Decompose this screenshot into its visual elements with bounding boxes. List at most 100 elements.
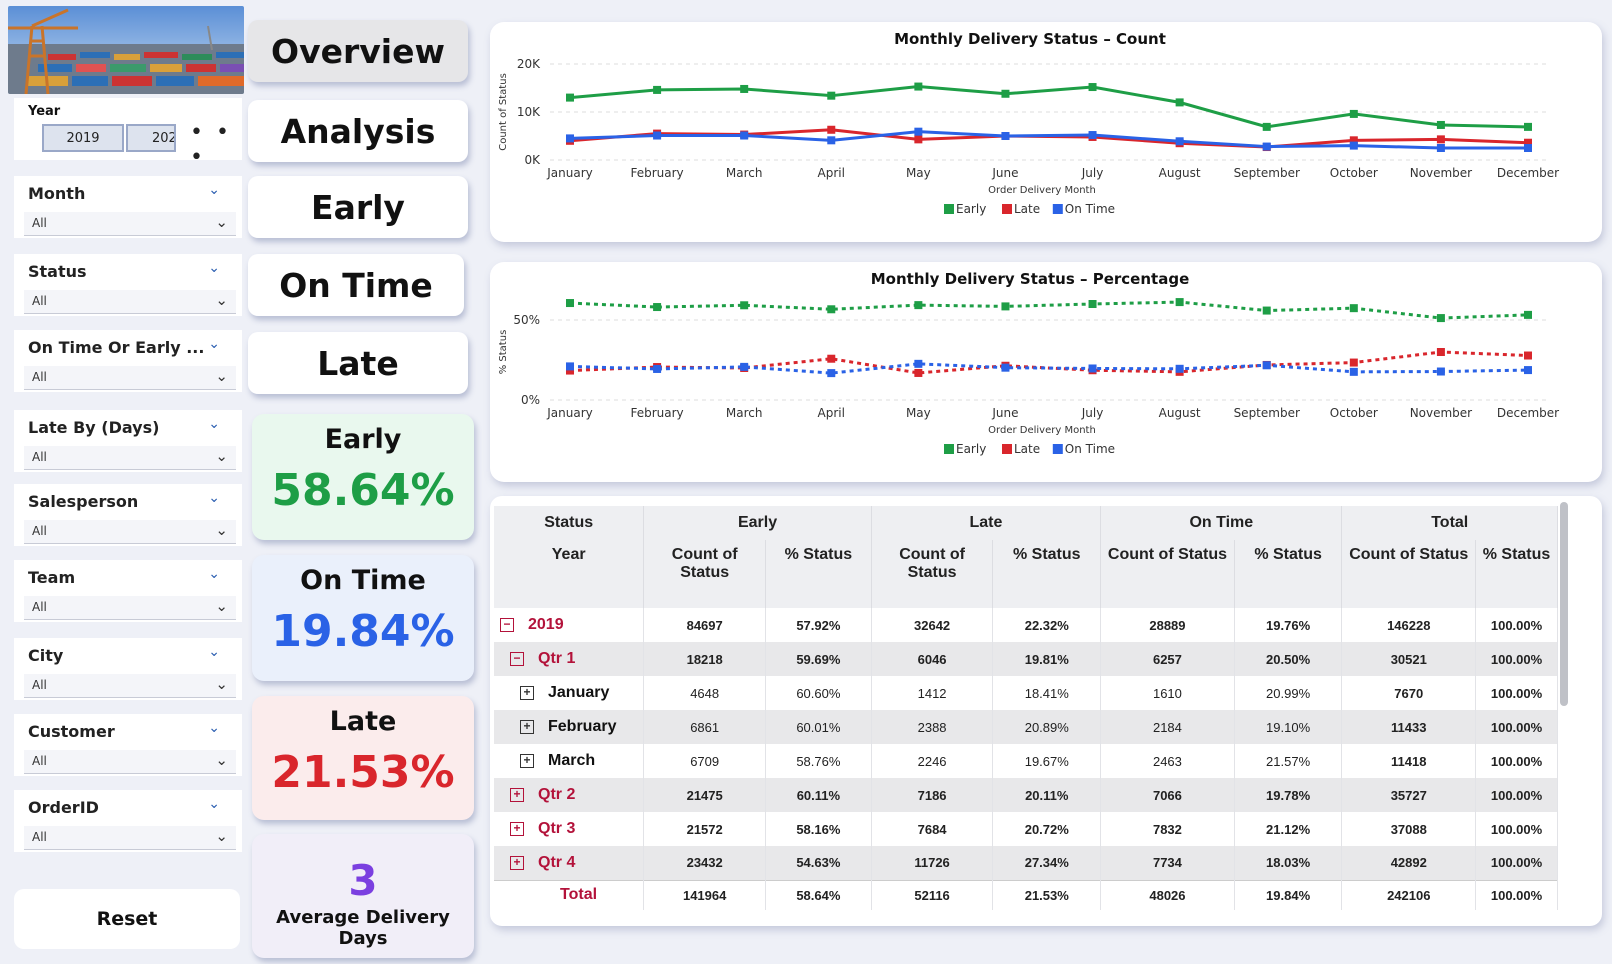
table-row[interactable]: − Qtr 1 18218 59.69% 6046 19.81% 6257 20.50% 305… — [494, 642, 1558, 676]
table-row[interactable]: + Qtr 2 21475 60.11% 7186 20.11% 7066 19.78% 357… — [494, 778, 1558, 812]
sub-header[interactable]: Count of Status — [871, 540, 994, 608]
table-row[interactable]: + Qtr 4 23432 54.63% 11726 27.34% 7734 18.03% 42… — [494, 846, 1558, 880]
chevron-down-icon[interactable]: ⌄ — [208, 566, 220, 582]
col-header-early[interactable]: Early — [643, 506, 872, 540]
sub-header[interactable]: % Status — [1234, 540, 1343, 608]
legend-swatch — [1052, 204, 1063, 214]
chevron-down-icon[interactable]: ⌄ — [208, 416, 220, 432]
slicer-dropdown[interactable]: All ⌄ — [24, 366, 236, 390]
sub-header[interactable]: Count of Status — [1100, 540, 1235, 608]
col-header-late[interactable]: Late — [871, 506, 1102, 540]
expand-icon[interactable]: + — [510, 855, 524, 870]
table-cell: 60.11% — [765, 778, 872, 812]
more-options-icon[interactable]: • • • — [190, 120, 232, 170]
expand-icon[interactable]: + — [520, 719, 534, 734]
chevron-down-icon[interactable]: ⌄ — [208, 644, 220, 660]
reset-button[interactable]: Reset — [14, 889, 240, 949]
nav-overview-button[interactable]: Overview — [248, 20, 468, 82]
expand-icon[interactable]: + — [520, 685, 534, 700]
year-slicer: Year 2019 2020 • • • — [14, 98, 242, 170]
row-label: 2019 — [528, 616, 564, 633]
chart-title: Monthly Delivery Status – Count — [894, 30, 1166, 48]
expand-icon[interactable]: + — [520, 753, 534, 768]
row-header[interactable]: + January — [494, 676, 645, 710]
slicer-dropdown[interactable]: All ⌄ — [24, 290, 236, 314]
x-tick-label: February — [630, 166, 683, 180]
collapse-icon[interactable]: − — [500, 617, 514, 632]
slicer-dropdown[interactable]: All ⌄ — [24, 826, 236, 850]
x-tick-label: September — [1234, 406, 1300, 420]
sub-header[interactable]: Year — [494, 540, 645, 608]
collapse-icon[interactable]: − — [510, 651, 524, 666]
x-tick-label: August — [1159, 166, 1201, 180]
slicer-value: All — [32, 830, 47, 844]
table-cell: 6709 — [643, 744, 766, 778]
table-cell: 20.99% — [1234, 676, 1343, 710]
chevron-down-icon: ⌄ — [215, 597, 228, 615]
table-cell: 21.57% — [1234, 744, 1343, 778]
total-label: Total — [494, 879, 645, 910]
table-row[interactable]: + Qtr 3 21572 58.16% 7684 20.72% 7832 21.12% 370… — [494, 812, 1558, 846]
legend-item: Early — [956, 442, 986, 456]
row-header[interactable]: + Qtr 4 — [494, 846, 645, 880]
data-point — [1524, 366, 1532, 375]
total-cell: 58.64% — [765, 879, 872, 910]
chevron-down-icon[interactable]: ⌄ — [208, 260, 220, 276]
table-cell: 37088 — [1341, 812, 1477, 846]
slicer-status: Status ⌄ All ⌄ — [14, 254, 242, 316]
slicer-dropdown[interactable]: All ⌄ — [24, 596, 236, 620]
sub-header[interactable]: % Status — [765, 540, 872, 608]
legend-swatch — [1002, 444, 1012, 454]
col-header-on-time[interactable]: On Time — [1100, 506, 1343, 540]
total-cell: 141964 — [643, 879, 766, 910]
expand-icon[interactable]: + — [510, 821, 524, 836]
table-cell: 60.01% — [765, 710, 872, 744]
col-header-status[interactable]: Status — [494, 506, 645, 540]
sub-header[interactable]: % Status — [1475, 540, 1558, 608]
year-option-2020[interactable]: 2020 — [126, 124, 176, 152]
table-row[interactable]: + February 6861 60.01% 2388 20.89% 2184 19.10% 1… — [494, 710, 1558, 744]
table-row[interactable]: + January 4648 60.60% 1412 18.41% 1610 20.99% 76… — [494, 676, 1558, 710]
kpi-avg-delivery-value: 3 — [348, 856, 378, 905]
nav-late-button[interactable]: Late — [248, 332, 468, 394]
chevron-down-icon[interactable]: ⌄ — [208, 336, 220, 352]
row-header[interactable]: + Qtr 3 — [494, 812, 645, 846]
table-row[interactable]: + March 6709 58.76% 2246 19.67% 2463 21.57% 1141… — [494, 744, 1558, 778]
total-cell: 52116 — [871, 879, 994, 910]
x-axis-label: Order Delivery Month — [988, 185, 1096, 196]
nav-analysis-button[interactable]: Analysis — [248, 100, 468, 162]
slicer-dropdown[interactable]: All ⌄ — [24, 212, 236, 236]
slicer-month: Month ⌄ All ⌄ — [14, 176, 242, 238]
chevron-down-icon: ⌄ — [215, 213, 228, 231]
slicer-dropdown[interactable]: All ⌄ — [24, 520, 236, 544]
chevron-down-icon[interactable]: ⌄ — [208, 720, 220, 736]
year-option-2019[interactable]: 2019 — [42, 124, 124, 152]
col-header-total[interactable]: Total — [1341, 506, 1558, 540]
row-header[interactable]: + February — [494, 710, 645, 744]
chevron-down-icon[interactable]: ⌄ — [208, 796, 220, 812]
chevron-down-icon[interactable]: ⌄ — [208, 490, 220, 506]
slicer-dropdown[interactable]: All ⌄ — [24, 674, 236, 698]
sub-header[interactable]: Count of Status — [643, 540, 766, 608]
data-point — [566, 362, 574, 371]
row-header[interactable]: − Qtr 1 — [494, 642, 645, 676]
chevron-down-icon[interactable]: ⌄ — [208, 182, 220, 198]
expand-icon[interactable]: + — [510, 787, 524, 802]
table-cell: 20.50% — [1234, 642, 1343, 676]
row-header[interactable]: + March — [494, 744, 645, 778]
slicer-dropdown[interactable]: All ⌄ — [24, 750, 236, 774]
sub-header[interactable]: Count of Status — [1341, 540, 1477, 608]
table-row[interactable]: −2019 84697 57.92% 32642 22.32% 28889 19.76% 14… — [494, 608, 1558, 642]
data-point — [1436, 314, 1445, 323]
table-scrollbar[interactable] — [1560, 502, 1568, 706]
row-header[interactable]: + Qtr 2 — [494, 778, 645, 812]
slicer-title: Status — [28, 262, 87, 281]
nav-early-button[interactable]: Early — [248, 176, 468, 238]
row-header[interactable]: −2019 — [494, 608, 645, 642]
table-cell: 100.00% — [1475, 846, 1558, 880]
table-cell: 20.11% — [992, 778, 1102, 812]
kpi-early-card: Early 58.64% — [252, 414, 474, 540]
nav-on-time-button[interactable]: On Time — [248, 254, 464, 316]
sub-header[interactable]: % Status — [992, 540, 1102, 608]
slicer-dropdown[interactable]: All ⌄ — [24, 446, 236, 470]
